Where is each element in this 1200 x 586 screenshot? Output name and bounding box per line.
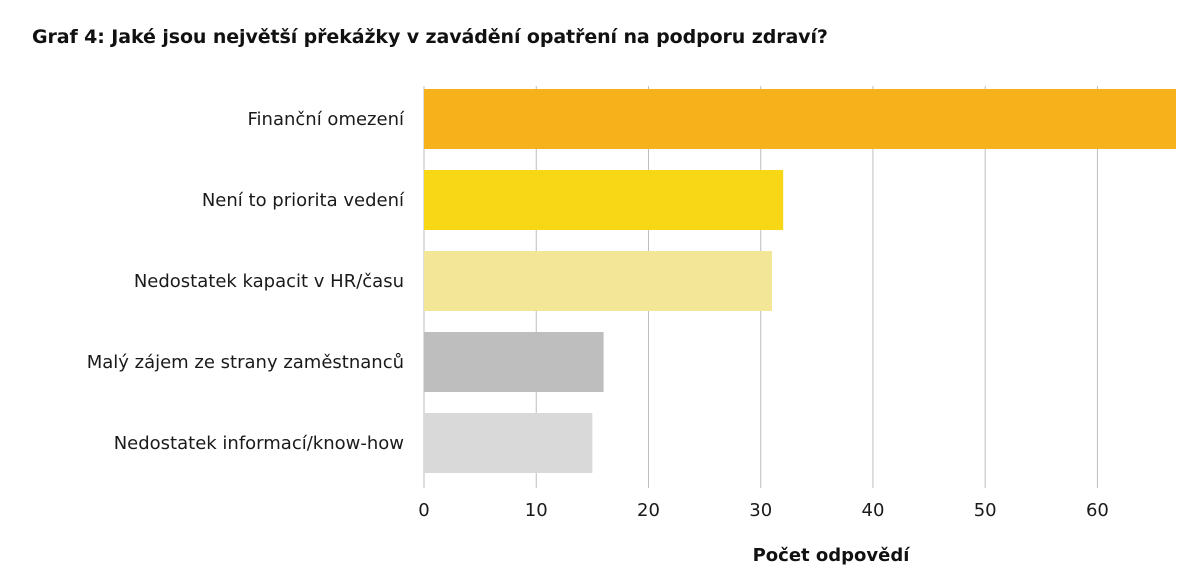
bar-4	[424, 332, 604, 392]
category-labels: Finanční omezení Není to priorita vedení N…	[87, 109, 405, 454]
bar-3	[424, 251, 772, 311]
category-label: Není to priorita vedení	[202, 190, 405, 211]
x-axis-title: Počet odpovědí	[753, 545, 911, 566]
x-tick-label: 60	[1086, 500, 1109, 521]
bar-1	[424, 89, 1176, 149]
bar-2	[424, 170, 784, 230]
x-tick-label: 20	[637, 500, 660, 521]
x-tick-label: 50	[974, 500, 997, 521]
category-label: Finanční omezení	[248, 109, 405, 130]
category-label: Malý zájem ze strany zaměstnanců	[87, 352, 404, 373]
bars	[424, 89, 1176, 473]
x-axis-ticks: 0 10 20 30 40 50 60	[418, 500, 1109, 521]
chart-title: Graf 4: Jaké jsou největší překážky v za…	[32, 26, 828, 48]
x-tick-label: 0	[418, 500, 429, 521]
x-tick-label: 30	[749, 500, 772, 521]
x-tick-label: 40	[862, 500, 885, 521]
bar-5	[424, 413, 593, 473]
category-label: Nedostatek kapacit v HR/času	[134, 271, 404, 292]
category-label: Nedostatek informací/know-how	[114, 433, 404, 454]
x-tick-label: 10	[525, 500, 548, 521]
